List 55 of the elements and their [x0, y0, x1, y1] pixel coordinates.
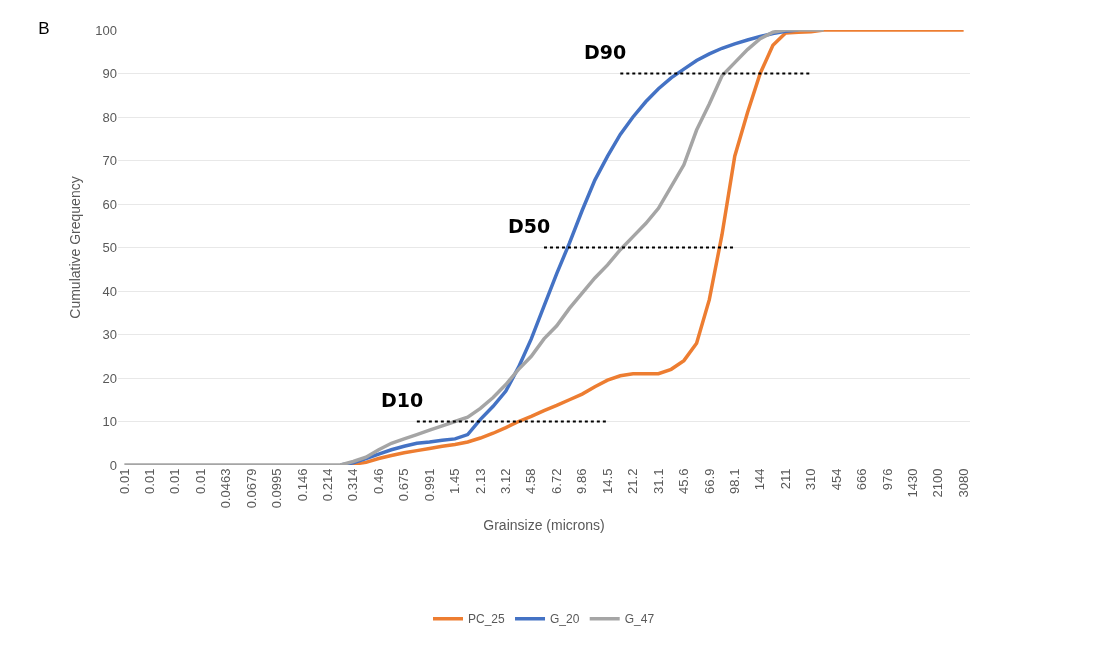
x-tick-label: 9.86	[574, 468, 590, 494]
y-tick-label: 30	[102, 327, 117, 343]
y-tick-label: 90	[102, 66, 117, 82]
x-tick-label: 0.0463	[218, 468, 234, 509]
x-tick-label: 2.13	[472, 468, 488, 494]
x-tick-label: 0.01	[167, 468, 183, 494]
x-tick-label: 0.214	[320, 468, 336, 502]
legend-label: PC_25	[468, 612, 506, 627]
y-tick-label: 0	[109, 457, 117, 473]
chart-title: B	[38, 19, 50, 39]
x-tick-label: 6.72	[548, 468, 564, 494]
x-tick-label: 31.1	[650, 468, 666, 494]
x-tick-label: 3.12	[498, 468, 514, 494]
x-tick-label: 0.0995	[269, 468, 285, 509]
line-series	[122, 30, 826, 465]
x-tick-label: 310	[803, 468, 819, 491]
annotation: D10	[381, 389, 424, 411]
annotation: D50	[508, 215, 551, 237]
x-tick-label: 0.01	[192, 468, 208, 494]
x-tick-label: 0.991	[421, 468, 437, 502]
legend-label: G_20	[550, 612, 580, 627]
x-tick-label: 0.675	[396, 468, 412, 502]
x-tick-label: 1.45	[447, 468, 463, 494]
x-tick-label: 454	[828, 468, 844, 491]
x-tick-label: 666	[854, 468, 870, 491]
y-tick-label: 50	[102, 240, 117, 256]
x-tick-label: 66.9	[701, 468, 717, 494]
x-tick-label: 144	[752, 468, 768, 491]
x-axis-title: Grainsize (microns)	[483, 516, 605, 533]
x-tick-label: 3080	[955, 468, 971, 498]
x-tick-label: 976	[879, 468, 895, 491]
x-tick-label: 0.0679	[243, 468, 259, 509]
x-tick-label: 4.58	[523, 468, 539, 494]
y-tick-label: 10	[102, 414, 117, 430]
y-tick-label: 20	[102, 370, 117, 386]
legend-label: G_47	[624, 612, 655, 627]
x-tick-label: 14.5	[599, 468, 615, 494]
x-tick-label: 1430	[905, 468, 921, 498]
y-tick-label: 80	[102, 109, 117, 125]
x-tick-label: 45.6	[676, 468, 692, 494]
x-tick-label: 211	[777, 468, 793, 490]
annotation: D90	[584, 41, 627, 63]
x-tick-label: 2100	[930, 468, 946, 498]
y-axis-title: Cumulative Grequency	[67, 176, 83, 319]
y-tick-label: 40	[102, 283, 117, 299]
x-tick-label: 0.01	[142, 468, 158, 494]
y-tick-label: 60	[102, 196, 117, 212]
y-tick-label: 70	[102, 153, 117, 169]
y-tick-label: 100	[95, 22, 117, 38]
x-tick-label: 0.314	[345, 468, 361, 502]
x-tick-label: 21.2	[625, 468, 641, 494]
x-tick-label: 0.46	[370, 468, 386, 494]
x-tick-label: 98.1	[726, 468, 742, 494]
x-tick-label: 0.01	[116, 468, 132, 494]
x-tick-label: 0.146	[294, 468, 310, 502]
